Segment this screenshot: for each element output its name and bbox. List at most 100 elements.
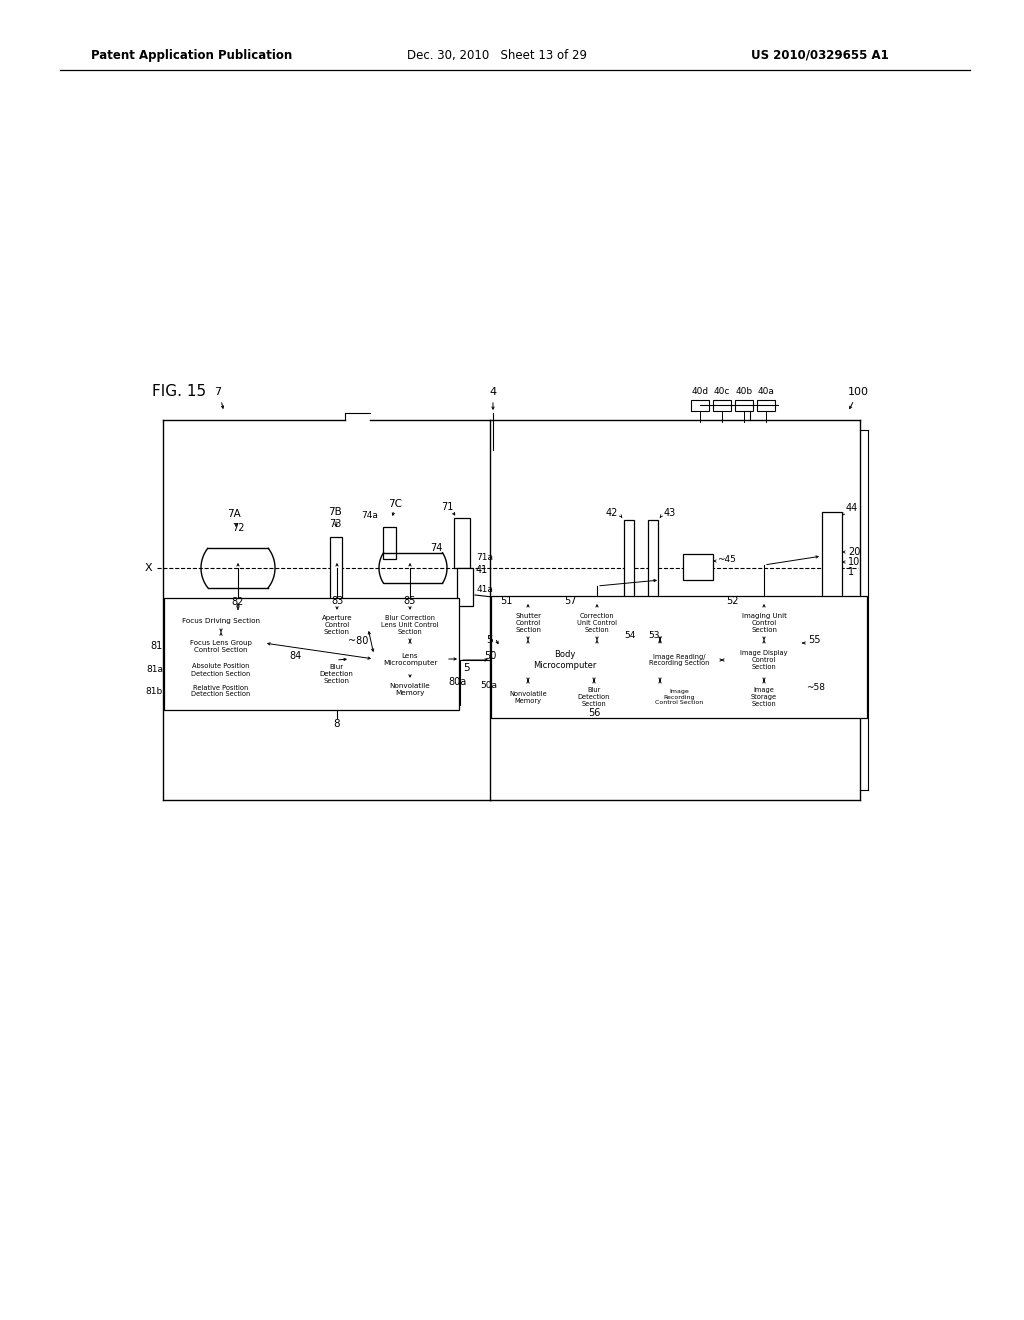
Text: 4: 4 bbox=[489, 387, 497, 397]
Text: 7C: 7C bbox=[388, 499, 402, 510]
Text: Body
Microcomputer: Body Microcomputer bbox=[534, 651, 597, 669]
Text: 100: 100 bbox=[848, 387, 868, 397]
Text: Blur
Detection
Section: Blur Detection Section bbox=[578, 686, 610, 708]
Text: 83: 83 bbox=[331, 597, 343, 606]
Text: Relative Position
Detection Section: Relative Position Detection Section bbox=[191, 685, 251, 697]
Text: Aperture
Control
Section: Aperture Control Section bbox=[322, 615, 352, 635]
Text: 54: 54 bbox=[625, 631, 636, 640]
Text: 82: 82 bbox=[231, 597, 244, 607]
Text: US 2010/0329655 A1: US 2010/0329655 A1 bbox=[752, 49, 889, 62]
Bar bbox=[726, 609, 802, 638]
Text: 56: 56 bbox=[588, 708, 600, 718]
Text: Image Reading/
Recording Section: Image Reading/ Recording Section bbox=[649, 653, 710, 667]
Text: Shutter
Control
Section: Shutter Control Section bbox=[515, 612, 541, 634]
Text: Focus Lens Group
Control Section: Focus Lens Group Control Section bbox=[190, 639, 252, 652]
Bar bbox=[683, 554, 713, 579]
Text: 20: 20 bbox=[848, 546, 860, 557]
Text: 57: 57 bbox=[564, 597, 577, 606]
Text: 10: 10 bbox=[848, 557, 860, 568]
Text: 40d: 40d bbox=[691, 388, 709, 396]
Bar bbox=[178, 635, 264, 657]
Text: 81: 81 bbox=[151, 642, 163, 651]
Text: 85: 85 bbox=[403, 597, 416, 606]
Text: 8: 8 bbox=[334, 719, 340, 729]
Bar bbox=[726, 684, 802, 710]
Text: 84: 84 bbox=[290, 651, 302, 661]
Bar bbox=[490, 597, 867, 718]
Text: 41a: 41a bbox=[477, 586, 494, 594]
Text: Absolute Position
Detection Section: Absolute Position Detection Section bbox=[191, 664, 251, 676]
Text: 73: 73 bbox=[329, 519, 341, 529]
Text: ~58: ~58 bbox=[806, 684, 825, 693]
Text: Image
Storage
Section: Image Storage Section bbox=[751, 686, 777, 708]
Text: 50: 50 bbox=[484, 651, 497, 661]
Bar bbox=[640, 684, 718, 710]
Text: 44: 44 bbox=[846, 503, 858, 513]
Text: 74a: 74a bbox=[361, 511, 378, 520]
Bar bbox=[500, 643, 630, 677]
Bar bbox=[454, 517, 470, 568]
Bar bbox=[500, 684, 557, 710]
Text: FIG. 15: FIG. 15 bbox=[152, 384, 206, 400]
Bar bbox=[164, 598, 459, 710]
Text: Blur
Detection
Section: Blur Detection Section bbox=[319, 664, 353, 684]
Text: Patent Application Publication: Patent Application Publication bbox=[91, 49, 293, 62]
Bar bbox=[648, 520, 658, 610]
Text: 71: 71 bbox=[441, 502, 454, 512]
Bar bbox=[178, 661, 264, 680]
Text: 40b: 40b bbox=[735, 388, 753, 396]
Bar bbox=[374, 645, 446, 673]
Text: 55: 55 bbox=[808, 635, 820, 645]
Text: 81b: 81b bbox=[145, 686, 163, 696]
Bar bbox=[306, 660, 366, 688]
Text: 7A: 7A bbox=[227, 510, 241, 519]
Bar bbox=[713, 400, 731, 411]
Text: 80a: 80a bbox=[449, 677, 466, 686]
Text: 5: 5 bbox=[486, 635, 493, 645]
Bar bbox=[178, 610, 264, 632]
Text: Focus Driving Section: Focus Driving Section bbox=[182, 618, 260, 624]
Text: Lens
Microcomputer: Lens Microcomputer bbox=[383, 652, 437, 665]
Bar bbox=[457, 568, 473, 606]
Text: 43: 43 bbox=[664, 508, 676, 517]
Bar bbox=[306, 610, 368, 640]
Bar bbox=[500, 609, 556, 638]
Text: Imaging Unit
Control
Section: Imaging Unit Control Section bbox=[741, 612, 786, 634]
Bar bbox=[383, 527, 396, 558]
Text: 7B: 7B bbox=[328, 507, 342, 517]
Text: 71a: 71a bbox=[476, 553, 493, 562]
Text: 51: 51 bbox=[500, 597, 512, 606]
Text: Blur Correction
Lens Unit Control
Section: Blur Correction Lens Unit Control Sectio… bbox=[381, 615, 438, 635]
Text: 74: 74 bbox=[430, 543, 442, 553]
Text: 42: 42 bbox=[605, 508, 618, 517]
Text: 50a: 50a bbox=[480, 681, 497, 690]
Text: 52: 52 bbox=[726, 597, 738, 606]
Text: ~80: ~80 bbox=[347, 636, 368, 645]
Bar bbox=[624, 520, 634, 610]
Bar bbox=[726, 643, 802, 677]
Bar bbox=[822, 512, 842, 602]
Text: 81a: 81a bbox=[146, 665, 163, 675]
Bar bbox=[374, 610, 446, 640]
Text: Correction
Unit Control
Section: Correction Unit Control Section bbox=[577, 612, 617, 634]
Text: Image
Recording
Control Section: Image Recording Control Section bbox=[655, 689, 703, 705]
Bar bbox=[374, 678, 446, 702]
Text: Dec. 30, 2010   Sheet 13 of 29: Dec. 30, 2010 Sheet 13 of 29 bbox=[407, 49, 587, 62]
Text: X: X bbox=[144, 564, 152, 573]
Bar bbox=[640, 643, 718, 677]
Text: Nonvolatile
Memory: Nonvolatile Memory bbox=[389, 684, 430, 697]
Text: 41: 41 bbox=[476, 565, 488, 576]
Bar bbox=[691, 400, 709, 411]
Text: Image Display
Control
Section: Image Display Control Section bbox=[740, 649, 787, 671]
Bar bbox=[564, 609, 630, 638]
Text: 1: 1 bbox=[848, 568, 854, 577]
Text: ~45: ~45 bbox=[717, 556, 736, 565]
Text: 72: 72 bbox=[231, 523, 245, 533]
Text: Nonvolatile
Memory: Nonvolatile Memory bbox=[509, 690, 547, 704]
Bar bbox=[735, 400, 753, 411]
Text: 40c: 40c bbox=[714, 388, 730, 396]
Text: 5: 5 bbox=[463, 663, 470, 673]
Bar bbox=[564, 684, 624, 710]
Text: 7: 7 bbox=[214, 387, 221, 397]
Text: 53: 53 bbox=[648, 631, 659, 640]
